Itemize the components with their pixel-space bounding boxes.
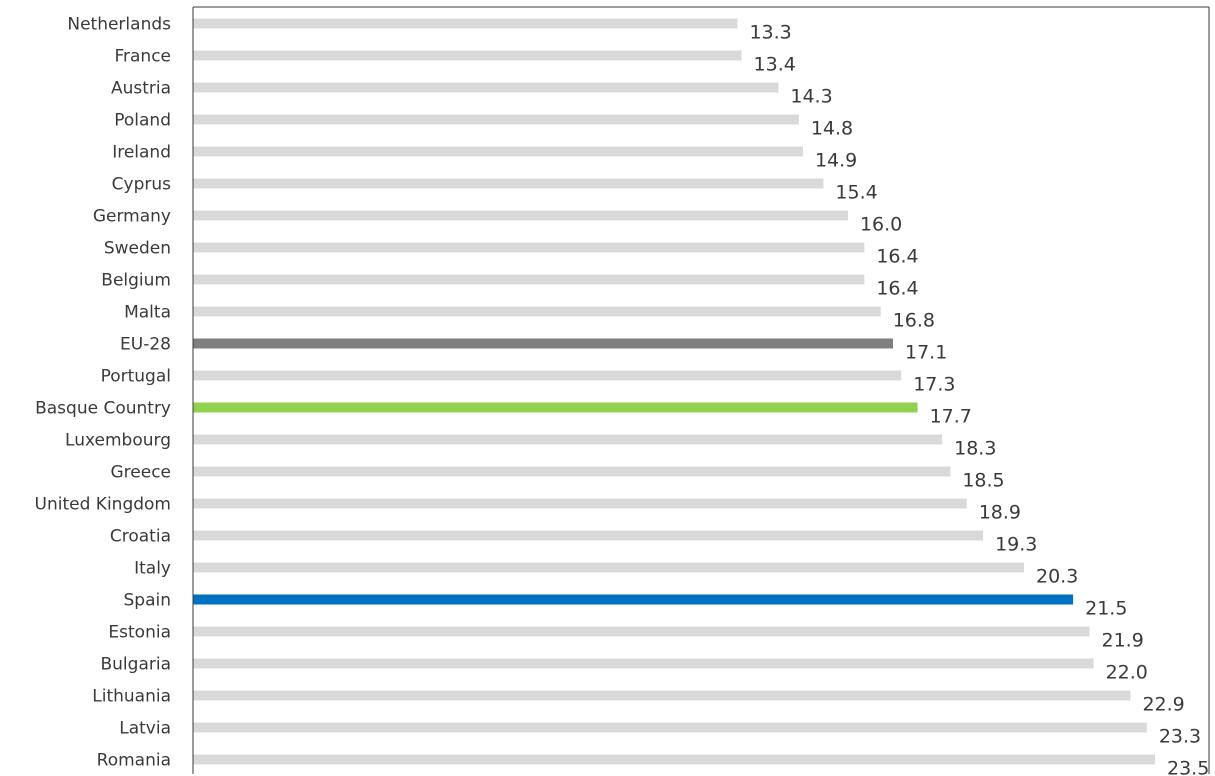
category-label-sweden: Sweden: [104, 239, 171, 259]
category-label-united-kingdom: United Kingdom: [35, 495, 171, 515]
value-labels-group: 13.3 13.4 14.3 14.8 14.9 15.4 16.0 16.4 16.4 16.8…: [749, 22, 1209, 776]
bar-belgium: [193, 274, 865, 285]
value-label-bulgaria: 22.0: [1106, 662, 1148, 684]
bar-lithuania: [193, 690, 1131, 701]
category-labels-group: Netherlands France Austria Poland Ireland Cyp…: [35, 15, 172, 771]
value-label-belgium: 16.4: [876, 278, 918, 300]
value-label-croatia: 19.3: [995, 534, 1037, 556]
category-label-italy: Italy: [134, 559, 171, 579]
bar-portugal: [193, 370, 902, 381]
bar-united-kingdom: [193, 498, 967, 509]
category-label-ireland: Ireland: [112, 143, 171, 163]
bar-romania: [193, 754, 1155, 765]
category-label-latvia: Latvia: [119, 719, 171, 739]
value-label-basque-country: 17.7: [930, 406, 972, 428]
value-label-poland: 14.8: [811, 118, 853, 140]
value-label-cyprus: 15.4: [835, 182, 877, 204]
category-label-belgium: Belgium: [101, 271, 171, 291]
category-label-lithuania: Lithuania: [92, 687, 171, 707]
value-label-eu-28: 17.1: [905, 342, 947, 364]
value-label-italy: 20.3: [1036, 566, 1078, 588]
bar-germany: [193, 210, 848, 221]
category-label-romania: Romania: [97, 751, 171, 771]
value-label-netherlands: 13.3: [749, 22, 791, 44]
value-label-estonia: 21.9: [1102, 630, 1144, 652]
category-label-germany: Germany: [93, 207, 171, 227]
bar-france: [193, 50, 742, 61]
value-label-austria: 14.3: [790, 86, 832, 108]
bar-basque-country: [193, 402, 918, 413]
bar-austria: [193, 82, 779, 93]
bar-cyprus: [193, 178, 824, 189]
bar-italy: [193, 562, 1025, 573]
value-label-luxembourg: 18.3: [954, 438, 996, 460]
value-label-germany: 16.0: [860, 214, 902, 236]
value-label-malta: 16.8: [893, 310, 935, 332]
category-label-estonia: Estonia: [108, 623, 171, 643]
value-label-sweden: 16.4: [876, 246, 918, 268]
category-label-croatia: Croatia: [110, 527, 171, 547]
category-label-malta: Malta: [124, 303, 171, 323]
bar-ireland: [193, 146, 803, 157]
value-label-spain: 21.5: [1085, 598, 1127, 620]
category-label-basque-country: Basque Country: [35, 399, 171, 419]
value-label-greece: 18.5: [962, 470, 1004, 492]
value-label-latvia: 23.3: [1159, 726, 1201, 748]
bar-malta: [193, 306, 881, 317]
category-label-portugal: Portugal: [101, 367, 171, 387]
category-label-eu-28: EU-28: [120, 335, 171, 355]
value-label-lithuania: 22.9: [1142, 694, 1184, 716]
category-label-greece: Greece: [110, 463, 171, 483]
category-label-poland: Poland: [114, 111, 171, 131]
value-label-united-kingdom: 18.9: [979, 502, 1021, 524]
bar-spain: [193, 594, 1074, 605]
category-label-bulgaria: Bulgaria: [101, 655, 172, 675]
category-label-netherlands: Netherlands: [67, 15, 171, 35]
value-label-romania: 23.5: [1167, 758, 1209, 776]
bar-latvia: [193, 722, 1147, 733]
bar-sweden: [193, 242, 865, 253]
value-label-portugal: 17.3: [913, 374, 955, 396]
category-label-spain: Spain: [124, 591, 172, 611]
value-label-france: 13.4: [754, 54, 796, 76]
bar-greece: [193, 466, 951, 477]
bar-eu-28: [193, 338, 894, 349]
category-label-france: France: [114, 47, 171, 67]
bar-croatia: [193, 530, 984, 541]
bar-estonia: [193, 626, 1090, 637]
category-label-luxembourg: Luxembourg: [65, 431, 171, 451]
value-label-ireland: 14.9: [815, 150, 857, 172]
bars-group: [193, 18, 1155, 765]
bar-luxembourg: [193, 434, 943, 445]
category-label-cyprus: Cyprus: [112, 175, 171, 195]
bar-netherlands: [193, 18, 738, 29]
bar-poland: [193, 114, 799, 125]
category-label-austria: Austria: [111, 79, 171, 99]
bar-bulgaria: [193, 658, 1094, 669]
